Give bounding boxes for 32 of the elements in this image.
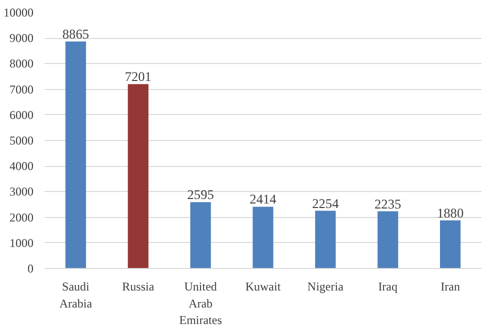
bar [378, 211, 398, 268]
data-label: 2595 [187, 187, 214, 202]
x-tick-label: United Arab Emirates [179, 280, 222, 328]
y-tick-label: 3000 [10, 184, 34, 199]
bar [190, 202, 211, 268]
bar [128, 84, 148, 268]
bar [440, 220, 461, 268]
x-tick-label: Nigeria [307, 280, 344, 294]
bar [315, 210, 336, 268]
data-label: 7201 [124, 69, 152, 84]
y-tick-label: 8000 [10, 56, 34, 71]
y-tick-label: 2000 [10, 210, 34, 224]
bar [252, 206, 274, 268]
y-tick-label: 10000 [4, 6, 34, 20]
data-label: 2235 [374, 196, 402, 212]
data-label: 2414 [250, 192, 277, 207]
data-label: 1880 [436, 205, 464, 220]
y-tick-label: 6000 [10, 108, 34, 122]
y-tick-label: 0 [28, 262, 34, 276]
y-tick-label: 1000 [10, 236, 34, 250]
x-tick-label: Iran [440, 280, 460, 294]
data-label: 8865 [62, 26, 90, 42]
data-label: 2254 [312, 196, 340, 211]
y-tick-label: 9000 [10, 31, 34, 46]
bar [65, 42, 86, 268]
y-tick-label: 4000 [10, 159, 34, 174]
x-tick-label: Russia [122, 280, 155, 294]
y-tick-label: 5000 [10, 134, 34, 148]
x-tick-label: Saudi Arabia [59, 280, 93, 310]
y-tick-label: 7000 [10, 82, 34, 96]
x-tick-label: Iraq [378, 280, 398, 294]
x-tick-label: Kuwait [245, 280, 282, 294]
